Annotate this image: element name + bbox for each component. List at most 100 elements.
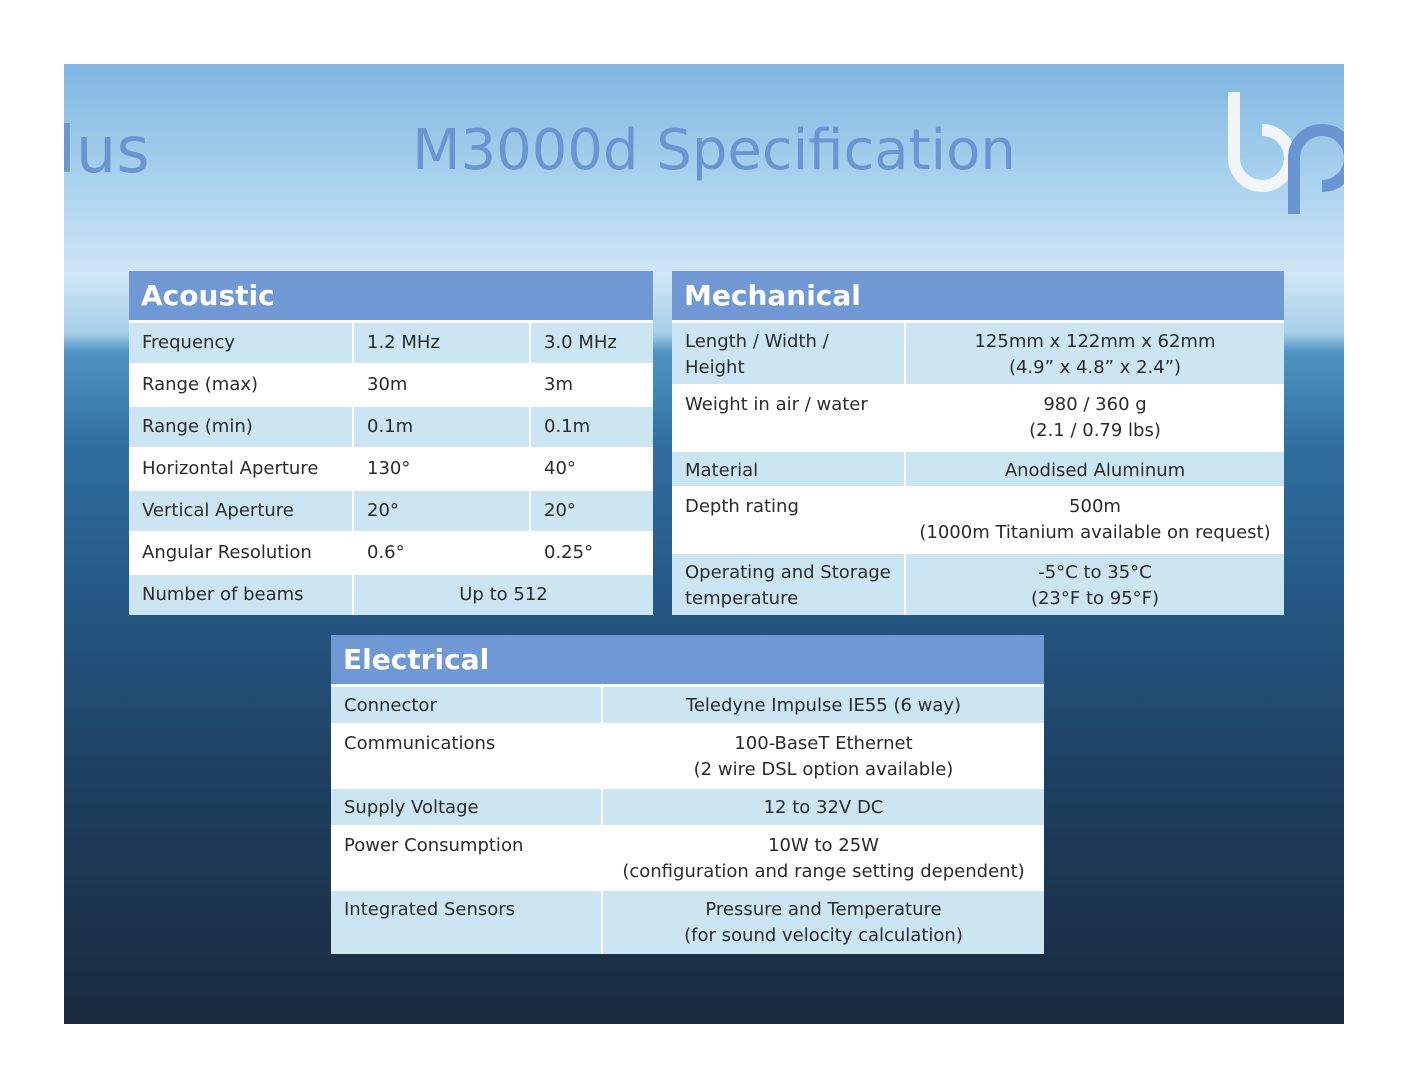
row-label: Operating and Storage temperature	[672, 554, 904, 615]
row-label: Angular Resolution	[129, 533, 352, 573]
spec-table: Electrical Connector Teledyne Impulse IE55…	[331, 635, 1044, 954]
cell-text: 3m	[544, 374, 573, 395]
cell-text: 0.1m	[367, 416, 414, 437]
row-value: 1.2 MHz	[354, 323, 529, 363]
slide: lus M3000d Specification Acoustic Frequen…	[64, 64, 1344, 1024]
cell-text: 500m	[1069, 496, 1121, 517]
cell-text: 20°	[544, 500, 576, 521]
cell-text: 10W to 25W	[768, 835, 879, 856]
row-value: 3m	[531, 365, 653, 405]
row-value: 0.1m	[531, 407, 653, 447]
row-label: Length / Width / Height	[672, 323, 904, 384]
cell-text: 0.6°	[367, 542, 405, 563]
cell-text: Up to 512	[459, 584, 548, 605]
row-value: 10W to 25W (configuration and range setti…	[603, 827, 1044, 889]
cell-text: 125mm x 122mm x 62mm	[974, 331, 1216, 352]
cell-text: 130°	[367, 458, 411, 479]
cell-text: (configuration and range setting depende…	[622, 861, 1025, 882]
row-value: 40°	[531, 449, 653, 489]
row-value: 130°	[354, 449, 529, 489]
row-label: Connector	[331, 687, 601, 723]
cell-text: Pressure and Temperature	[705, 899, 942, 920]
cell-text: 12 to 32V DC	[763, 797, 884, 818]
cell-text: (2.1 / 0.79 lbs)	[1029, 420, 1161, 441]
cell-text: (1000m Titanium available on request)	[919, 522, 1271, 543]
row-label: Power Consumption	[331, 827, 601, 889]
logo-b	[1228, 92, 1296, 192]
cell-text: 3.0 MHz	[544, 332, 617, 353]
row-value: 980 / 360 g (2.1 / 0.79 lbs)	[906, 386, 1284, 450]
row-label: Integrated Sensors	[331, 891, 601, 954]
row-value: 0.1m	[354, 407, 529, 447]
cell-text: Number of beams	[142, 584, 304, 605]
cell-text: 30m	[367, 374, 408, 395]
row-label: Range (min)	[129, 407, 352, 447]
cell-text: Material	[685, 460, 759, 481]
row-value: 100-BaseT Ethernet (2 wire DSL option ava…	[603, 725, 1044, 787]
cell-text: (2 wire DSL option available)	[693, 759, 954, 780]
cell-text: Supply Voltage	[344, 797, 479, 818]
logo-p	[1288, 124, 1344, 214]
cell-text: Teledyne Impulse IE55 (6 way)	[685, 695, 962, 716]
cell-text: temperature	[685, 588, 799, 609]
cell-text: Horizontal Aperture	[142, 458, 319, 479]
table-header: Mechanical	[672, 271, 1284, 320]
cell-text: Depth rating	[685, 496, 799, 517]
spec-table: Mechanical Length / Width / Height 125mm x…	[672, 271, 1284, 615]
cell-text: Communications	[344, 733, 496, 754]
row-label: Material	[672, 452, 904, 486]
table-header: Acoustic	[129, 271, 653, 320]
table-header: Electrical	[331, 635, 1044, 684]
spec-table: Acoustic Frequency 1.2 MHz 3.0 MHz Range (ma…	[129, 271, 653, 615]
row-value: 20°	[354, 491, 529, 531]
cell-text: 100-BaseT Ethernet	[734, 733, 913, 754]
row-value: 30m	[354, 365, 529, 405]
cell-text: (23°F to 95°F)	[1030, 588, 1160, 609]
cell-text: Integrated Sensors	[344, 899, 516, 920]
cell-text: 0.25°	[544, 542, 594, 563]
logo-text: lus	[64, 114, 150, 188]
row-value: 125mm x 122mm x 62mm (4.9” x 4.8” x 2.4”)	[906, 323, 1284, 384]
cell-text: (4.9” x 4.8” x 2.4”)	[1008, 357, 1182, 378]
cell-text: (for sound velocity calculation)	[684, 925, 963, 946]
row-label: Number of beams	[129, 575, 352, 615]
cell-text: Vertical Aperture	[142, 500, 294, 521]
cell-text: 980 / 360 g	[1043, 394, 1147, 415]
title: M3000d Specification	[412, 118, 1016, 183]
row-value: Teledyne Impulse IE55 (6 way)	[603, 687, 1044, 723]
row-label: Horizontal Aperture	[129, 449, 352, 489]
row-value: 20°	[531, 491, 653, 531]
cell-text: Operating and Storage	[685, 562, 891, 583]
row-value: 0.25°	[531, 533, 653, 573]
cell-text: 0.1m	[544, 416, 591, 437]
row-label: Depth rating	[672, 488, 904, 552]
cell-text: Length / Width / Height	[685, 331, 829, 378]
cell-text: Angular Resolution	[142, 542, 312, 563]
cell-text: Weight in air / water	[685, 394, 868, 415]
cell-text: 1.2 MHz	[367, 332, 440, 353]
row-label: Supply Voltage	[331, 789, 601, 825]
row-value: 12 to 32V DC	[603, 789, 1044, 825]
row-value: Anodised Aluminum	[906, 452, 1284, 486]
row-value: -5°C to 35°C (23°F to 95°F)	[906, 554, 1284, 615]
row-value: 0.6°	[354, 533, 529, 573]
cell-text: 40°	[544, 458, 576, 479]
row-label: Communications	[331, 725, 601, 787]
bp-logo	[1228, 92, 1344, 214]
cell-text: Anodised Aluminum	[1004, 460, 1186, 481]
cell-text: Range (max)	[142, 374, 259, 395]
row-label: Range (max)	[129, 365, 352, 405]
row-value: 500m (1000m Titanium available on request…	[906, 488, 1284, 552]
cell-text: Connector	[344, 695, 437, 716]
row-label: Weight in air / water	[672, 386, 904, 450]
row-label: Vertical Aperture	[129, 491, 352, 531]
row-label: Frequency	[129, 323, 352, 363]
cell-text: Power Consumption	[344, 835, 524, 856]
cell-text: Frequency	[142, 332, 235, 353]
cell-text: Range (min)	[142, 416, 253, 437]
row-value: 3.0 MHz	[531, 323, 653, 363]
row-value: Pressure and Temperature (for sound veloc…	[603, 891, 1044, 954]
cell-text: -5°C to 35°C	[1038, 562, 1152, 583]
row-value: Up to 512	[354, 575, 653, 615]
